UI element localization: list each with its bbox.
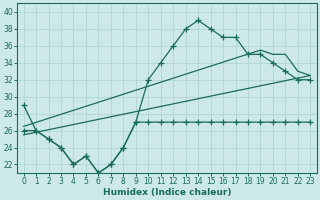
X-axis label: Humidex (Indice chaleur): Humidex (Indice chaleur) (103, 188, 231, 197)
